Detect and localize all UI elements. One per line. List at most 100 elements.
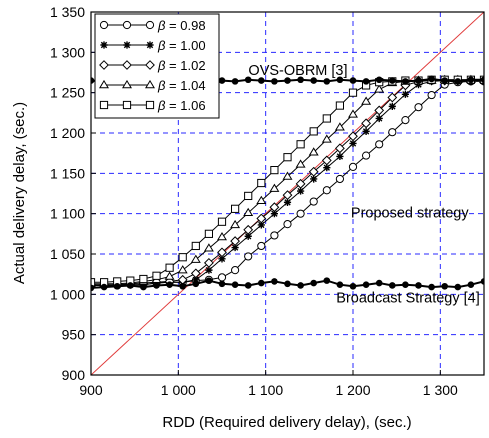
series-6-point-25: [415, 282, 422, 289]
series-3-point-18: [321, 134, 332, 143]
x-tick-label-0: 900: [79, 382, 103, 398]
series-6-point-18: [323, 277, 331, 284]
series-1-point-14: [270, 210, 278, 218]
series-6-point-2: [113, 282, 121, 290]
series-2-point-19: [334, 143, 345, 154]
series-1-point-12: [244, 232, 252, 240]
series-1-point-11: [231, 243, 239, 252]
series-2-point-18: [321, 155, 332, 166]
series-2-point-16: [295, 178, 306, 189]
legend-marker-2-2: [145, 60, 155, 70]
series-0-point-10: [217, 273, 227, 282]
annotation-2: Broadcast Strategy [4]: [336, 290, 479, 306]
series-1-point-8: [192, 276, 200, 284]
series-3-point-19: [334, 122, 345, 131]
x-tick-label-3: 1 200: [335, 382, 370, 398]
series-4-point-11: [231, 204, 240, 213]
x-axis-label: RDD (Required delivery delay), (sec.): [162, 414, 411, 431]
series-4-point-5: [152, 271, 161, 280]
series-3-point-12: [243, 207, 254, 217]
series-1-point-17: [310, 175, 318, 183]
series-2-point-23: [387, 92, 398, 103]
series-6-point-30: [480, 278, 484, 285]
legend-label-0: β = 0.98: [157, 18, 206, 33]
series-3-point-21: [361, 96, 372, 105]
series-3-point-15: [282, 171, 293, 180]
series-6-point-7: [179, 282, 186, 290]
series-4-point-20: [348, 88, 358, 97]
y-tick-label-9: 1 350: [50, 4, 85, 20]
series-6-point-17: [310, 279, 318, 287]
series-5-point-27: [441, 77, 449, 84]
series-1-point-23: [388, 102, 396, 110]
y-tick-label-8: 1 300: [50, 44, 85, 60]
series-1-point-24: [401, 90, 409, 98]
series-0-point-16: [296, 209, 305, 218]
legend-marker-4-1: [122, 100, 132, 110]
series-1-point-21: [362, 127, 370, 135]
legend-label-3: β = 1.04: [157, 78, 206, 93]
series-1-point-22: [375, 114, 383, 123]
series-6-point-13: [258, 279, 265, 287]
series-4-point-15: [283, 153, 292, 162]
series-3-point-22: [374, 84, 385, 93]
series-6-point-8: [192, 280, 200, 288]
series-4-point-18: [322, 114, 331, 123]
series-2-point-22: [374, 105, 385, 116]
y-tick-label-7: 1 250: [50, 85, 85, 101]
series-5-point-15: [284, 77, 291, 84]
legend-marker-3-2: [145, 79, 155, 89]
x-tick-label-4: 1 300: [423, 382, 458, 398]
series-5-point-28: [454, 78, 462, 85]
series-2-point-21: [361, 118, 372, 129]
series-3-point-17: [308, 147, 319, 156]
series-5-point-20: [349, 77, 357, 84]
series-1-point-9: [205, 266, 213, 274]
series-0-point-19: [335, 174, 344, 184]
series-6-point-28: [454, 283, 462, 291]
axis-ticks: 900 1 000 1 100 1 200 1 300 900 950 1 000 1 050 1…: [50, 4, 458, 398]
series-0-point-21: [362, 151, 371, 160]
series-0-point-26: [427, 90, 436, 100]
series-1-point-10: [218, 255, 226, 263]
series-6-point-9: [205, 277, 213, 284]
series-2-point-9: [203, 257, 214, 268]
series-2-point-12: [243, 224, 254, 235]
series-4-point-6: [165, 263, 174, 272]
series-6-point-26: [428, 283, 435, 291]
series-3-point-20: [348, 109, 358, 118]
series-5-point-22: [375, 76, 383, 84]
series-3-point-7: [177, 265, 188, 274]
legend-marker-1-0: [100, 41, 108, 49]
series-0-point-23: [388, 128, 397, 137]
series-2-point-11: [230, 236, 241, 247]
series-3-point-11: [230, 219, 241, 229]
series-5-point-26: [428, 75, 435, 83]
series-6-point-19: [336, 281, 344, 288]
series-2-point-14: [269, 202, 280, 213]
series-5-point-18: [323, 78, 331, 85]
series-3-point-14: [269, 183, 280, 192]
series-6-point-22: [375, 279, 383, 287]
annotation-1: Proposed strategy: [351, 206, 469, 222]
series-4-point-19: [335, 101, 344, 110]
series-4-point-9: [204, 229, 214, 238]
series-4-point-7: [178, 253, 187, 262]
series-6-point-24: [402, 281, 409, 288]
legend-marker-3-1: [122, 79, 132, 89]
series-6-point-20: [349, 282, 357, 290]
series-0-point-15: [283, 220, 292, 229]
series-5-point-17: [310, 77, 318, 84]
series-1-point-19: [336, 152, 344, 160]
legend-box: [94, 13, 220, 119]
y-tick-label-6: 1 200: [50, 125, 85, 141]
series-6-point-10: [218, 280, 226, 288]
series-0-point-11: [231, 266, 240, 275]
series-0-point-20: [348, 162, 358, 171]
series-5-point-13: [258, 77, 265, 84]
y-axis-label: Actual delivery delay, (sec.): [11, 102, 28, 284]
series-layer: [91, 74, 484, 292]
series-4-point-16: [296, 140, 305, 149]
series-0-point-12: [244, 252, 253, 261]
